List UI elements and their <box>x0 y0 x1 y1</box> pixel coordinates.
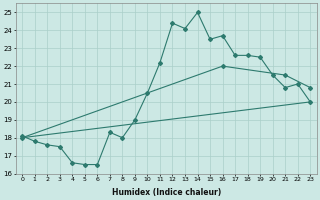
X-axis label: Humidex (Indice chaleur): Humidex (Indice chaleur) <box>112 188 221 197</box>
